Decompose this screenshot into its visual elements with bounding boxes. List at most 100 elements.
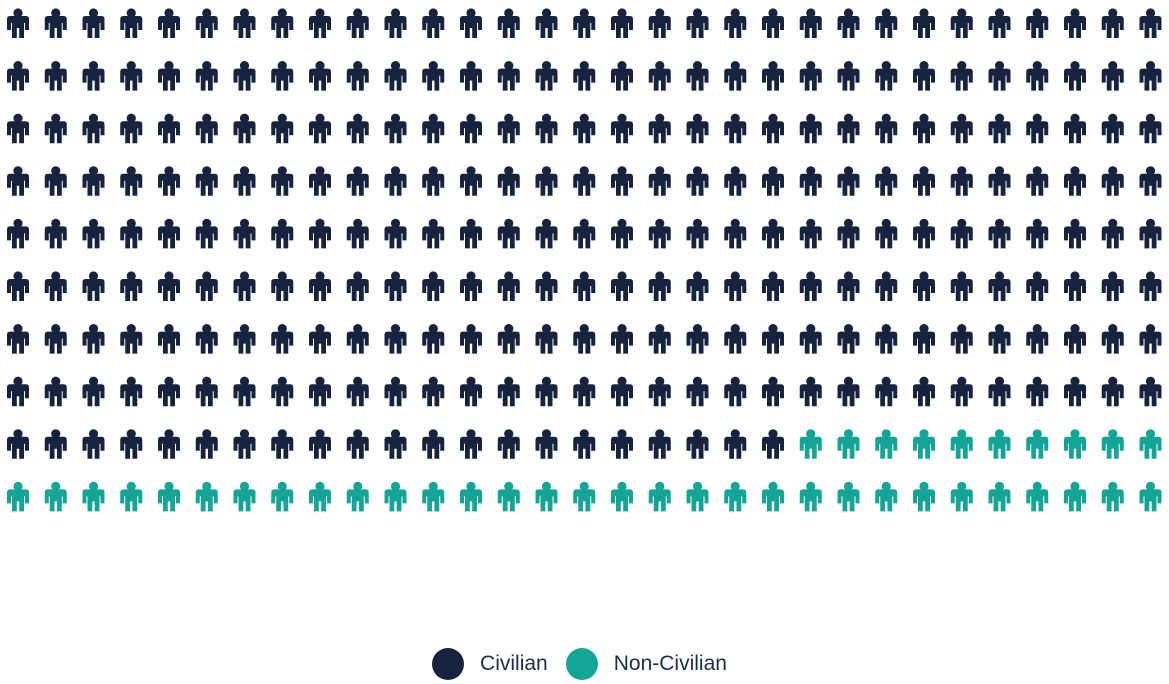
person-icon (573, 218, 596, 249)
person-icon (7, 113, 29, 144)
person-icon (913, 218, 935, 249)
person-icon (346, 218, 369, 249)
person-icon (799, 376, 822, 407)
person-icon (271, 61, 294, 91)
person-icon (837, 166, 860, 196)
person-icon (309, 429, 331, 459)
person-icon (1064, 324, 1086, 354)
person-icon (762, 166, 784, 196)
person-icon (573, 376, 596, 407)
person-icon (120, 481, 143, 512)
person-icon (1026, 376, 1049, 407)
person-icon (837, 8, 860, 38)
person-icon (44, 8, 67, 38)
person-icon (799, 271, 822, 301)
person-icon (422, 8, 445, 38)
person-icon (648, 113, 671, 144)
person-icon (1026, 113, 1049, 144)
person-icon (384, 8, 407, 38)
person-icon (120, 61, 143, 91)
person-icon (648, 166, 671, 196)
person-icon (573, 481, 596, 512)
person-icon (762, 271, 784, 301)
person-icon (384, 376, 407, 407)
person-icon (686, 481, 709, 512)
person-icon (724, 429, 747, 459)
person-icon (1101, 376, 1124, 407)
person-icon (195, 376, 218, 407)
person-icon (837, 481, 860, 512)
person-icon (762, 324, 784, 354)
person-icon (686, 429, 709, 459)
person-icon (1139, 61, 1162, 91)
person-icon (346, 481, 369, 512)
person-icon (573, 324, 596, 354)
person-icon (686, 218, 709, 249)
person-icon (686, 8, 709, 38)
person-icon (82, 376, 105, 407)
person-icon (913, 113, 935, 144)
person-icon (913, 481, 935, 512)
person-icon (799, 324, 822, 354)
person-icon (913, 166, 935, 196)
person-icon (233, 61, 256, 91)
person-icon (7, 481, 29, 512)
person-icon (7, 429, 29, 459)
person-icon (988, 8, 1011, 38)
person-icon (82, 218, 105, 249)
person-icon (1064, 113, 1086, 144)
person-icon (460, 61, 482, 91)
person-icon (573, 271, 596, 301)
person-icon (271, 113, 294, 144)
person-icon (271, 324, 294, 354)
person-icon (837, 271, 860, 301)
person-icon (988, 324, 1011, 354)
person-icon (837, 218, 860, 249)
person-icon (724, 324, 747, 354)
person-icon (837, 324, 860, 354)
person-icon (1139, 113, 1162, 144)
person-icon (611, 324, 633, 354)
person-icon (1101, 218, 1124, 249)
person-icon (535, 8, 558, 38)
person-icon (7, 324, 29, 354)
person-icon (422, 324, 445, 354)
person-icon (44, 481, 67, 512)
person-icon (346, 429, 369, 459)
person-icon (611, 271, 633, 301)
person-icon (724, 113, 747, 144)
person-icon (724, 481, 747, 512)
person-icon (950, 376, 973, 407)
person-icon (346, 166, 369, 196)
person-icon (1139, 481, 1162, 512)
person-icon (195, 429, 218, 459)
person-icon (1064, 8, 1086, 38)
person-icon (762, 113, 784, 144)
person-icon (1101, 429, 1124, 459)
person-icon (422, 113, 445, 144)
person-icon (460, 218, 482, 249)
legend: Civilian Non-Civilian (0, 644, 1169, 684)
person-icon (1101, 113, 1124, 144)
person-icon (158, 166, 180, 196)
person-icon (875, 376, 898, 407)
person-icon (233, 324, 256, 354)
person-icon (44, 429, 67, 459)
person-icon (799, 113, 822, 144)
person-icon (875, 218, 898, 249)
person-icon (1026, 61, 1049, 91)
person-icon (195, 61, 218, 91)
person-icon (422, 429, 445, 459)
person-icon (44, 218, 67, 249)
person-icon (120, 166, 143, 196)
person-icon (44, 324, 67, 354)
person-icon (875, 429, 898, 459)
person-icon (384, 271, 407, 301)
person-icon (1026, 166, 1049, 196)
person-icon (346, 271, 369, 301)
person-icon (195, 166, 218, 196)
person-icon (1139, 376, 1162, 407)
person-icon (762, 481, 784, 512)
legend-label-civilian: Civilian (480, 652, 548, 675)
person-icon (1064, 61, 1086, 91)
